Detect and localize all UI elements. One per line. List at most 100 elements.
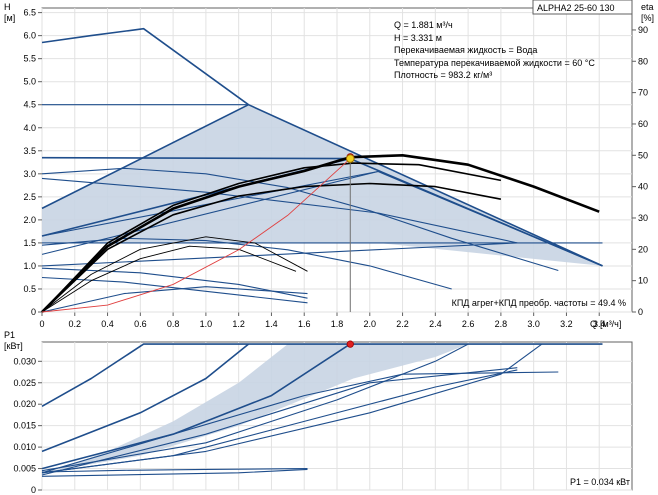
info-density: Плотность = 983.2 кг/м³ [394, 70, 492, 80]
h-tick-label: 3.0 [23, 169, 36, 179]
eta-tick-label: 70 [638, 88, 648, 98]
power-curve [41, 343, 351, 470]
p1-tick-label: 0.015 [13, 421, 36, 431]
eta-axis-label: eta [641, 2, 654, 12]
x-tick-label: 3.2 [560, 319, 573, 329]
eta-tick-label: 60 [638, 119, 648, 129]
head-curve [41, 177, 518, 244]
h-axis-unit: [м] [4, 13, 15, 23]
head-curve [41, 103, 249, 210]
h-tick-label: 3.5 [23, 146, 36, 156]
efficiency-curve [41, 236, 308, 313]
info-liquid: Перекачиваемая жидкость = Вода [394, 45, 537, 55]
p1-tick-label: 0.005 [13, 464, 36, 474]
system-curve-line [41, 158, 351, 313]
head-curve [41, 286, 308, 313]
p1-tick-label: 0.025 [13, 378, 36, 388]
h-tick-label: 6.0 [23, 31, 36, 41]
x-tick-label: 1.4 [265, 319, 278, 329]
x-tick-label: 2.4 [429, 319, 442, 329]
p1-tick-label: 0.020 [13, 399, 36, 409]
power-curves [41, 343, 603, 477]
eta-tick-label: 10 [638, 276, 648, 286]
h-tick-label: 1.5 [23, 238, 36, 248]
head-curve [41, 167, 559, 272]
x-tick-label: 0.6 [134, 319, 147, 329]
duty-head-point [345, 154, 355, 163]
duty-point-marks [345, 153, 355, 312]
q-axis-unit: [м³/ч] [600, 319, 621, 329]
h-tick-label: 4.0 [23, 123, 36, 133]
power-curve [41, 367, 518, 476]
x-tick-label: 2.0 [364, 319, 377, 329]
eta-tick-label: 40 [638, 182, 648, 192]
power-note: P1 = 0.034 кВт [570, 477, 630, 487]
x-tick-label: 1.2 [232, 319, 245, 329]
x-tick-label: 0.4 [101, 319, 114, 329]
h-tick-label: 2.0 [23, 215, 36, 225]
h-tick-label: 4.5 [23, 100, 36, 110]
p1-tick-label: 0 [31, 485, 36, 495]
power-curve [41, 369, 518, 474]
h-tick-label: 5.5 [23, 54, 36, 64]
eta-tick-label: 50 [638, 150, 648, 160]
head-curve [41, 27, 603, 267]
x-tick-label: 3.4 [593, 319, 606, 329]
power-curve [41, 343, 469, 472]
head-panel: 0 0.2 0.4 0.6 0.8 1.0 1.2 1.4 1.6 1.8 2.0 2.2 2.4 2.6… [4, 0, 654, 329]
eta-tick-label: 0 [638, 307, 643, 317]
power-duty-mark [346, 340, 354, 348]
eta-tick-label: 20 [638, 244, 648, 254]
eta-tick-label: 30 [638, 213, 648, 223]
eta-tick-label: 90 [638, 25, 648, 35]
x-tick-label: 0.2 [69, 319, 82, 329]
p1-tick-label: 0.010 [13, 442, 36, 452]
x-tick-label: 2.8 [495, 319, 508, 329]
h-tick-label: 6.5 [23, 8, 36, 18]
head-curve [41, 170, 603, 267]
efficiency-note: КПД агрег+КПД преобр. частоты = 49.4 % [452, 298, 626, 308]
p1-axis-label: P1 [4, 330, 15, 340]
power-panel: 0 0.005 0.010 0.015 0.020 0.025 0.030 P1 [кВт]… [4, 330, 633, 495]
info-temperature: Температура перекачиваемой жидкости = 60… [394, 58, 595, 68]
power-curve [41, 371, 559, 474]
head-curve [41, 242, 518, 267]
info-h: H = 3.331 м [394, 33, 442, 43]
x-tick-label: 1.6 [298, 319, 311, 329]
head-curve [41, 237, 452, 290]
efficiency-curve [41, 154, 600, 313]
h-tick-label: 1.0 [23, 261, 36, 271]
h-tick-label: 0 [31, 307, 36, 317]
x-tick-label: 0.8 [167, 319, 180, 329]
duty-power-point [346, 340, 354, 348]
efficiency-curve [41, 162, 502, 313]
power-curve [41, 343, 250, 453]
power-curve [41, 343, 603, 407]
system-curve [41, 158, 351, 313]
x-tick-label: 1.8 [331, 319, 344, 329]
x-tick-label: 2.6 [462, 319, 475, 329]
head-tick-labels: 0 0.2 0.4 0.6 0.8 1.0 1.2 1.4 1.6 1.8 2.0 2.2 2.4 2.6… [23, 8, 648, 329]
x-tick-label: 0 [39, 319, 44, 329]
x-tick-label: 2.2 [396, 319, 409, 329]
power-curve [41, 468, 308, 477]
duty-info: Q = 1.881 м³/ч H = 3.331 м Перекачиваема… [394, 20, 595, 80]
h-tick-label: 2.5 [23, 192, 36, 202]
info-q: Q = 1.881 м³/ч [394, 20, 453, 30]
h-tick-label: 5.0 [23, 77, 36, 87]
model-label: ALPHA2 25-60 130 [537, 3, 615, 13]
eta-axis-unit: [%] [641, 13, 654, 23]
power-tick-labels: 0 0.005 0.010 0.015 0.020 0.025 0.030 [13, 356, 36, 495]
efficiency-curve [41, 245, 297, 313]
h-axis-label: H [4, 2, 11, 12]
efficiency-curve [41, 182, 502, 313]
q-axis-label: Q [590, 319, 597, 329]
x-tick-label: 1.0 [200, 319, 213, 329]
eta-tick-label: 80 [638, 56, 648, 66]
p1-tick-label: 0.030 [13, 356, 36, 366]
h-tick-label: 0.5 [23, 284, 36, 294]
x-tick-label: 3.0 [527, 319, 540, 329]
power-curve [41, 468, 308, 473]
p1-axis-unit: [кВт] [4, 341, 23, 351]
